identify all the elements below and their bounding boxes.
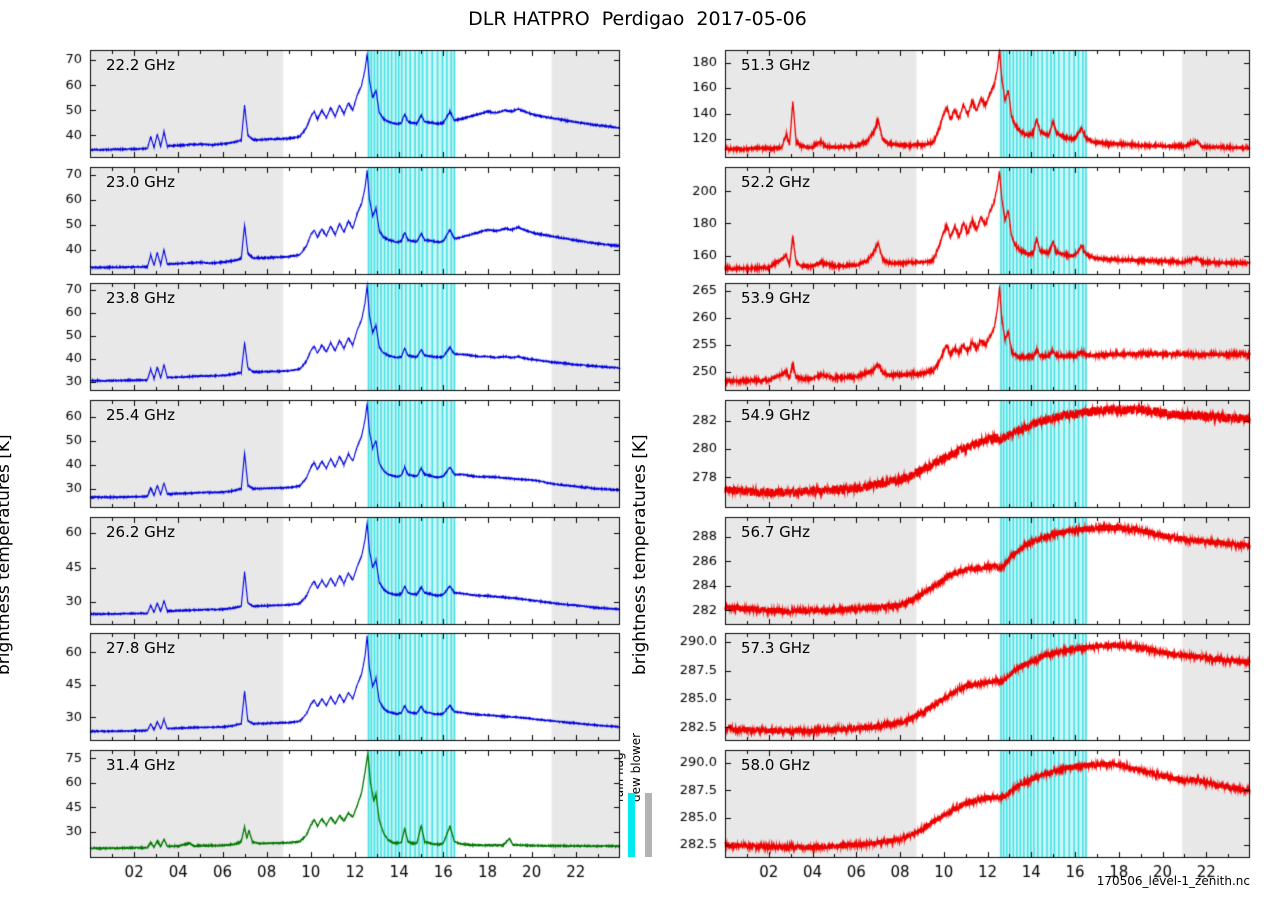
channel-label-25.4-ghz: 25.4 GHz [106,406,175,424]
panel-canvas-57.3-ghz [659,627,1257,747]
dew-blower-legend-label: dew blower [629,732,643,802]
channel-label-54.9-ghz: 54.9 GHz [741,406,810,424]
channel-label-31.4-ghz: 31.4 GHz [106,756,175,774]
channel-label-57.3-ghz: 57.3 GHz [741,639,810,657]
channel-label-23.0-ghz: 23.0 GHz [106,173,175,191]
channel-label-23.8-ghz: 23.8 GHz [106,289,175,307]
panel-canvas-52.2-ghz [659,161,1257,281]
panel-canvas-26.2-ghz [24,511,627,631]
channel-label-51.3-ghz: 51.3 GHz [741,56,810,74]
figure-title: DLR HATPRO Perdigao 2017-05-06 [468,8,807,30]
dew-blower-color-bar [645,793,652,857]
panel-canvas-25.4-ghz [24,394,627,514]
channel-label-58.0-ghz: 58.0 GHz [741,756,810,774]
channel-label-56.7-ghz: 56.7 GHz [741,523,810,541]
channel-label-27.8-ghz: 27.8 GHz [106,639,175,657]
panel-canvas-56.7-ghz [659,511,1257,631]
panel-canvas-31.4-ghz [24,744,627,888]
channel-label-26.2-ghz: 26.2 GHz [106,523,175,541]
panel-canvas-53.9-ghz [659,277,1257,397]
panel-canvas-23.0-ghz [24,161,627,281]
panel-canvas-22.2-ghz [24,44,627,164]
y-axis-label-left: brightness temperatures [K] [0,434,14,675]
panel-canvas-27.8-ghz [24,627,627,747]
panel-canvas-54.9-ghz [659,394,1257,514]
channel-label-53.9-ghz: 53.9 GHz [741,289,810,307]
panel-canvas-51.3-ghz [659,44,1257,164]
channel-label-22.2-ghz: 22.2 GHz [106,56,175,74]
panel-canvas-23.8-ghz [24,277,627,397]
channel-label-52.2-ghz: 52.2 GHz [741,173,810,191]
rain-flag-color-bar [628,793,635,857]
y-axis-label-right: brightness temperatures [K] [630,434,650,675]
panel-canvas-58.0-ghz [659,744,1257,888]
